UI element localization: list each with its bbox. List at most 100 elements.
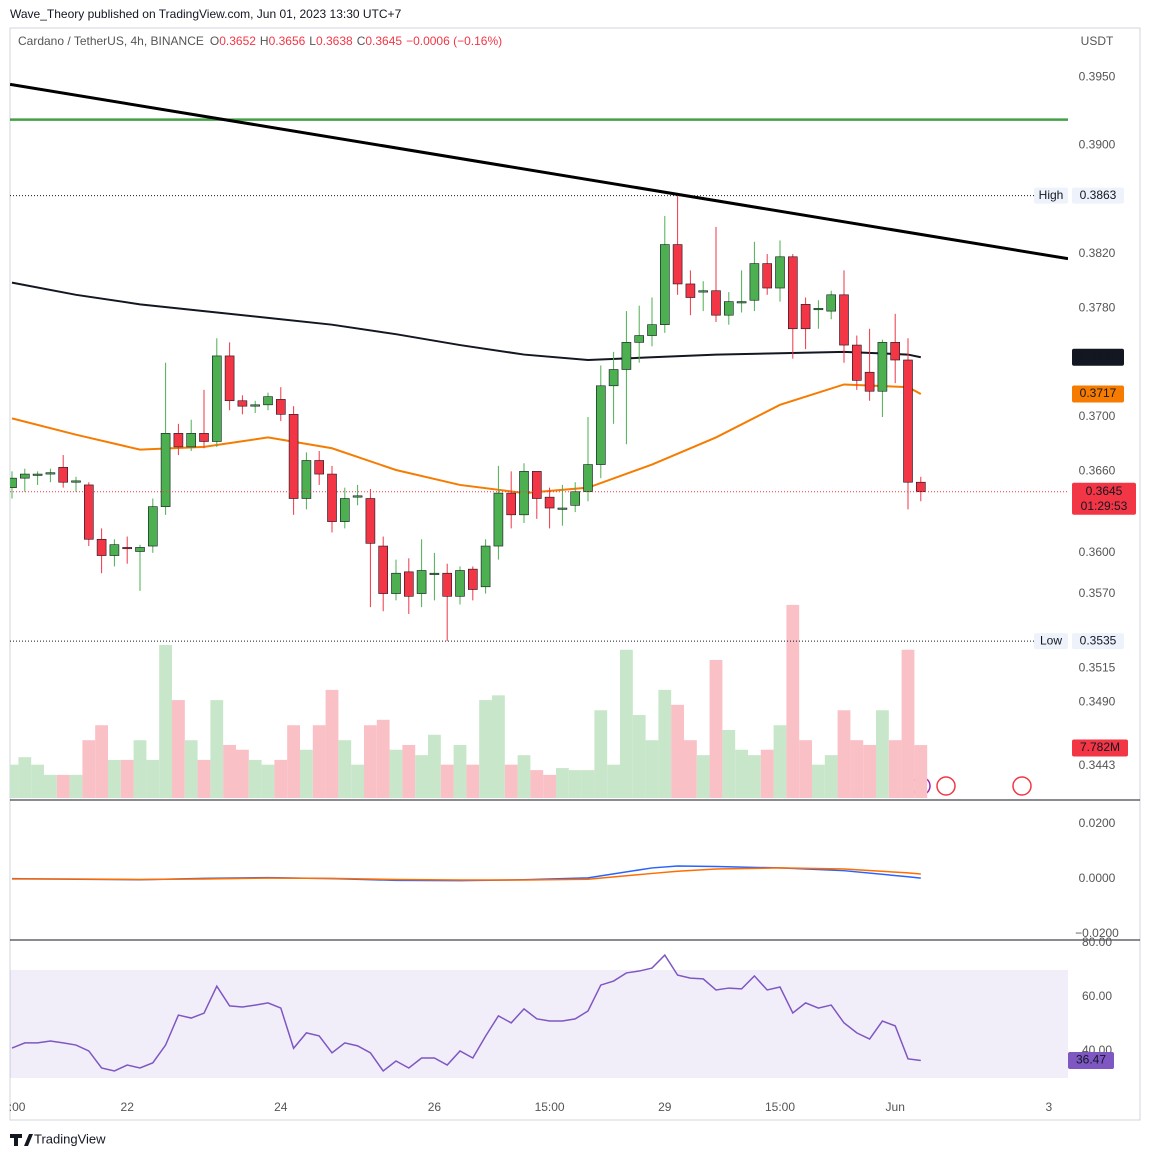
y-tick-label: 0.3780 xyxy=(1079,301,1116,315)
volume-bar xyxy=(440,764,454,798)
volume-bar xyxy=(850,740,864,798)
volume-bar xyxy=(479,700,492,798)
volume-bar xyxy=(888,740,902,798)
candle-body xyxy=(160,433,171,507)
logo[interactable] xyxy=(10,1134,33,1146)
y-tick-label: 0.3820 xyxy=(1079,246,1116,260)
rsi-last-value: 36.47 xyxy=(1076,1053,1106,1067)
volume-bar xyxy=(223,744,236,798)
volume-bar xyxy=(466,764,480,798)
volume-bar xyxy=(248,759,262,798)
y-tick-label: 60.00 xyxy=(1082,989,1112,1003)
y-tick-label: 0.3570 xyxy=(1079,586,1116,600)
volume-bar xyxy=(799,740,812,798)
candle-body xyxy=(352,495,363,498)
candle-body xyxy=(839,294,849,346)
volume-bar xyxy=(632,715,646,798)
candle-body xyxy=(275,399,286,415)
volume-bar xyxy=(696,755,710,798)
volume-bar xyxy=(735,749,748,798)
candle-body xyxy=(595,385,606,465)
candle-body xyxy=(224,355,235,402)
volume-bar xyxy=(812,764,825,798)
volume-bar xyxy=(120,759,134,798)
volume-bar xyxy=(722,730,736,798)
volume-bar xyxy=(709,659,723,798)
volume-bar xyxy=(376,719,390,798)
y-tick-label: 0.3600 xyxy=(1079,545,1116,559)
y-tick-label: 0.0000 xyxy=(1079,871,1116,885)
y-tick-label: 0.3490 xyxy=(1079,694,1116,708)
volume-bar xyxy=(504,764,518,798)
volume-bar xyxy=(863,744,876,798)
volume-bar xyxy=(274,759,288,798)
candle-body xyxy=(135,547,145,552)
volume-bar xyxy=(594,710,608,798)
candle-body xyxy=(429,572,440,575)
x-tick-label: 29 xyxy=(658,1100,672,1114)
volume-bar xyxy=(261,764,275,798)
candle-body xyxy=(659,244,670,325)
volume-bar xyxy=(18,757,32,798)
y-tick-label: 0.3700 xyxy=(1079,409,1116,423)
candle-body xyxy=(583,464,593,493)
candle-body xyxy=(762,263,773,289)
volume-bar xyxy=(658,689,672,798)
candle-body xyxy=(455,570,465,597)
extreme-value-box xyxy=(1072,633,1124,650)
candle-body xyxy=(391,572,401,594)
candle-body xyxy=(45,472,56,475)
candle-body xyxy=(544,496,555,509)
volume-bar xyxy=(56,774,70,798)
candle-body xyxy=(327,473,337,522)
indicator-line xyxy=(11,953,921,1073)
currency: USDT xyxy=(1081,34,1114,48)
candle-body xyxy=(506,492,517,516)
candle-body xyxy=(519,471,529,516)
volume-bar xyxy=(364,725,377,798)
volume-bar xyxy=(684,740,697,798)
volume-bar xyxy=(645,740,659,798)
volume-bar xyxy=(31,764,44,798)
volume-bar xyxy=(69,774,83,798)
indicator-panes xyxy=(10,865,1068,1078)
volume-bar xyxy=(300,749,313,798)
candle-body xyxy=(403,571,414,597)
candle-body xyxy=(711,290,721,316)
trend-line xyxy=(10,82,1068,261)
brand[interactable]: TradingView xyxy=(34,1131,106,1146)
event-icon[interactable] xyxy=(936,776,956,796)
candle-body xyxy=(109,544,120,556)
extreme-label: Low xyxy=(1040,633,1062,647)
extreme-label-box xyxy=(1034,633,1068,650)
x-tick-label: 24 xyxy=(274,1100,288,1114)
volume-bar xyxy=(95,725,108,798)
candle-body xyxy=(378,545,389,594)
ma-last-value: 0.3744 xyxy=(1080,349,1117,363)
candle-body xyxy=(851,344,862,381)
open-value: 0.3652 xyxy=(219,34,256,48)
ma-last-value-box xyxy=(1072,348,1124,366)
volume-bar xyxy=(876,710,889,798)
volume-last-value-box xyxy=(1072,739,1128,757)
publish-info: Wave_Theory published on TradingView.com… xyxy=(10,7,402,21)
candle-body xyxy=(58,466,69,483)
candle-body xyxy=(199,433,209,442)
volume-bar xyxy=(10,764,19,798)
rsi-last-value-box xyxy=(1068,1052,1114,1070)
candle-body xyxy=(71,480,81,483)
candle-body xyxy=(148,506,158,547)
candle-body xyxy=(212,355,222,442)
volume-bar xyxy=(748,755,761,798)
volume-bar xyxy=(197,759,211,798)
volume-bar xyxy=(517,755,531,798)
candle-body xyxy=(775,256,785,289)
candle-body xyxy=(557,507,568,510)
volume-bar xyxy=(287,725,300,798)
event-icon[interactable] xyxy=(1012,776,1032,796)
volume-bar xyxy=(837,710,851,798)
candle-body xyxy=(416,570,427,594)
volume-bar xyxy=(453,744,467,798)
candle-body xyxy=(288,414,299,499)
